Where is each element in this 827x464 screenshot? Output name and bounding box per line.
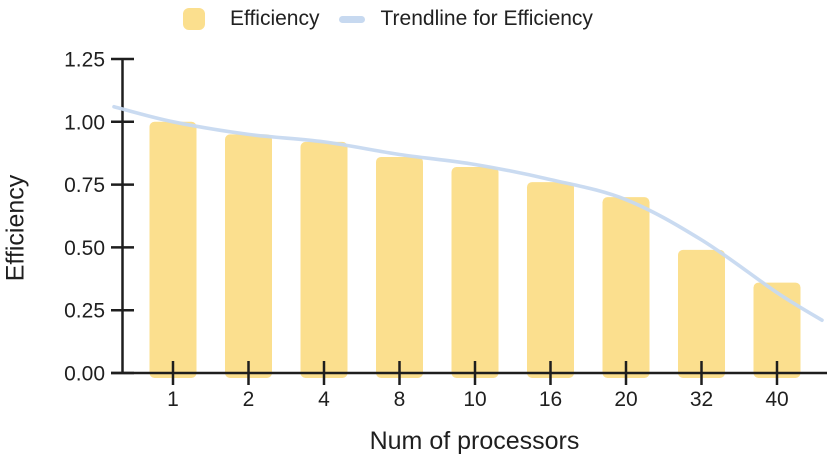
x-tick-label: 40 [765,388,788,411]
y-tick-label: 1.25 [64,49,105,72]
trendline-swatch-icon [338,15,365,23]
bar-1 [149,121,197,379]
x-tick-label: 8 [394,388,406,411]
efficiency-swatch-icon [183,8,205,30]
bar-40 [753,282,801,378]
legend: Efficiency Trendline for Efficiency [183,7,593,31]
trendline-path [112,104,824,322]
x-tick-label: 20 [614,388,637,411]
x-tick-label: 2 [243,388,255,411]
x-tick-label: 16 [539,388,562,411]
bar-2 [225,134,272,378]
legend-label-trendline: Trendline for Efficiency [380,7,593,30]
x-tick-label: 32 [690,388,713,411]
bar-8 [376,156,423,378]
y-tick-label: 1.00 [64,111,105,134]
y-tick-label: 0.75 [64,174,105,197]
bar-10 [451,167,499,378]
y-tick-label: 0.25 [64,300,105,323]
y-tick-label: 0.50 [64,237,105,260]
legend-item-trendline: Trendline for Efficiency [338,7,593,31]
legend-label-efficiency: Efficiency [230,7,320,30]
x-tick-label: 4 [318,388,330,411]
bar-4 [300,141,348,378]
x-tick-label: 1 [167,388,179,411]
legend-item-efficiency: Efficiency [183,7,320,31]
y-axis-title: Efficiency [1,174,30,282]
x-axis-title: Num of processors [369,427,580,455]
x-tick-label: 10 [463,388,486,411]
bar-20 [602,197,650,378]
bar-32 [678,249,725,378]
bar-16 [527,182,574,378]
y-tick-label: 0.00 [64,363,105,386]
